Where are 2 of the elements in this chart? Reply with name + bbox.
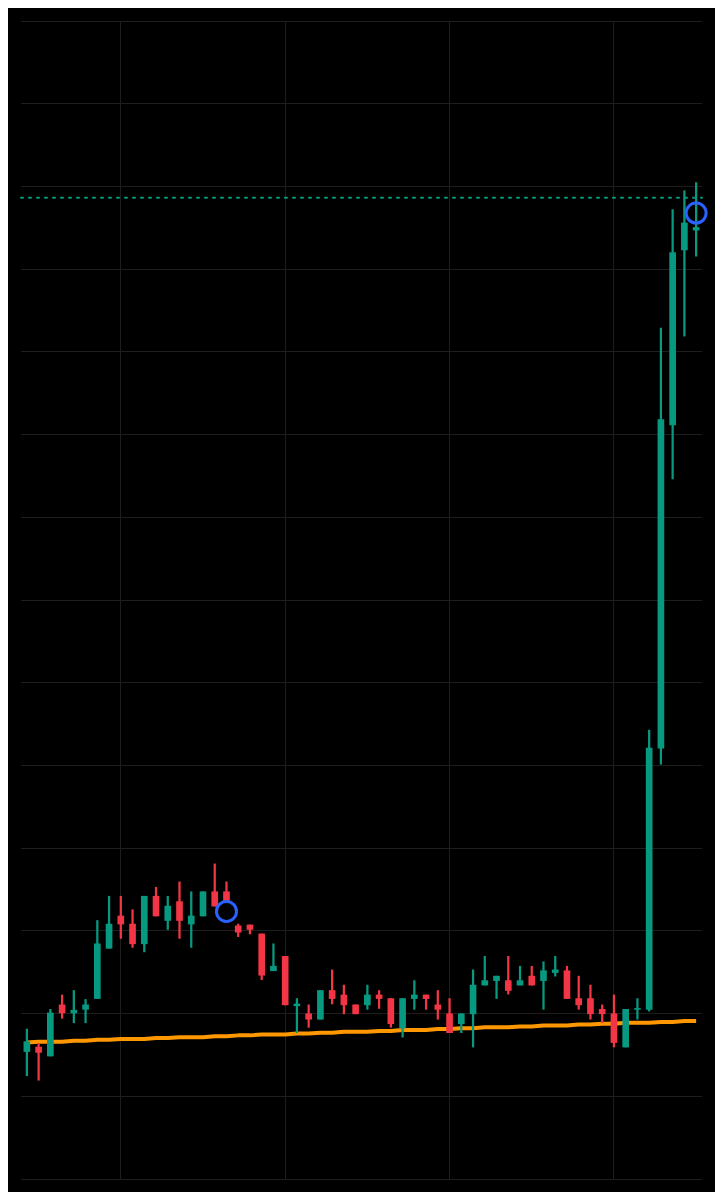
candlestick <box>352 1004 359 1015</box>
candlestick <box>317 990 324 1020</box>
